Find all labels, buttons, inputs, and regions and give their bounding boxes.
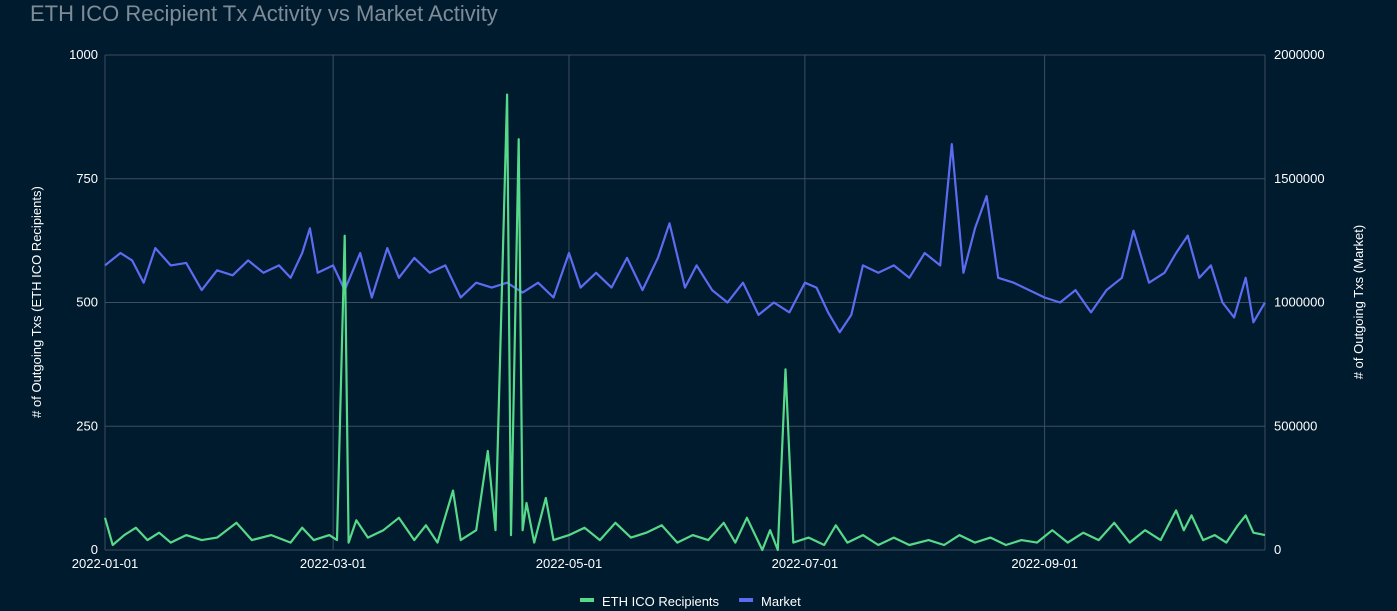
x-tick-label: 2022-05-01 — [536, 556, 603, 571]
right-tick-label: 0 — [1274, 542, 1281, 557]
chart-title: ETH ICO Recipient Tx Activity vs Market … — [30, 1, 498, 26]
right-tick-label: 1000000 — [1274, 295, 1325, 310]
right-tick-label: 2000000 — [1274, 47, 1325, 62]
x-axis: 2022-01-01 2022-03-01 2022-05-01 2022-07-01… — [72, 556, 1078, 571]
legend-label: Market — [761, 594, 801, 609]
right-axis-title: # of Outgoing Txs (Market) — [1351, 225, 1366, 379]
legend-swatch — [739, 598, 754, 602]
eth-ico-series-line — [103, 93, 1266, 552]
left-tick-label: 0 — [91, 542, 98, 557]
left-axis-title: # of Outgoing Txs (ETH ICO Recipients) — [29, 186, 44, 418]
left-tick-label: 500 — [76, 295, 98, 310]
left-tick-label: 1000 — [69, 47, 98, 62]
right-y-axis: 0 500000 1000000 1500000 2000000 — [1274, 47, 1325, 557]
left-tick-label: 250 — [76, 418, 98, 433]
right-tick-label: 500000 — [1274, 418, 1317, 433]
market-series-line — [104, 143, 1266, 334]
legend: ETH ICO Recipients Market — [580, 594, 801, 609]
x-tick-label: 2022-01-01 — [72, 556, 139, 571]
legend-label: ETH ICO Recipients — [602, 594, 720, 609]
series-lines — [103, 93, 1266, 552]
x-tick-label: 2022-03-01 — [300, 556, 367, 571]
gridlines — [104, 54, 1266, 551]
legend-swatch — [580, 598, 594, 602]
x-tick-label: 2022-09-01 — [1011, 556, 1078, 571]
x-tick-label: 2022-07-01 — [772, 556, 839, 571]
left-y-axis: 0 250 500 750 1000 — [69, 47, 98, 557]
right-tick-label: 1500000 — [1274, 171, 1325, 186]
left-tick-label: 750 — [76, 171, 98, 186]
